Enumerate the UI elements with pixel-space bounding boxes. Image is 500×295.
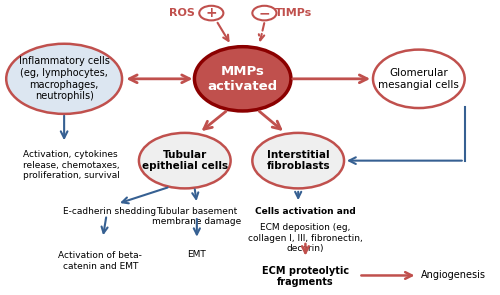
Circle shape: [200, 6, 224, 20]
Text: Angiogenesis: Angiogenesis: [421, 271, 486, 281]
Text: Tubular basement
membrane damage: Tubular basement membrane damage: [152, 207, 242, 227]
Text: Glomerular
mesangial cells: Glomerular mesangial cells: [378, 68, 460, 90]
Text: Cells activation and: Cells activation and: [255, 207, 356, 227]
Ellipse shape: [6, 44, 122, 114]
Ellipse shape: [252, 133, 344, 189]
Text: Inflammatory cells
(eg, lymphocytes,
macrophages,
neutrophils): Inflammatory cells (eg, lymphocytes, mac…: [18, 56, 110, 101]
Text: Activation of beta-
catenin and EMT: Activation of beta- catenin and EMT: [58, 251, 142, 271]
Text: Activation, cytokines
release, chemotaxes,
proliferation, survival: Activation, cytokines release, chemotaxe…: [23, 150, 120, 180]
Text: E-cadherin shedding: E-cadherin shedding: [64, 207, 156, 216]
Text: EMT: EMT: [188, 250, 206, 259]
Text: +: +: [206, 6, 217, 20]
Text: −: −: [258, 6, 270, 20]
Text: Tubular
epithelial cells: Tubular epithelial cells: [142, 150, 228, 171]
Ellipse shape: [194, 47, 291, 111]
Text: TIMPs: TIMPs: [274, 8, 312, 18]
Ellipse shape: [139, 133, 230, 189]
Text: MMPs
activated: MMPs activated: [208, 65, 278, 93]
Text: ROS: ROS: [170, 8, 196, 18]
Ellipse shape: [373, 50, 464, 108]
Circle shape: [252, 6, 276, 20]
Text: ECM deposition (eg,
collagen I, III, fibronectin,
decorin): ECM deposition (eg, collagen I, III, fib…: [248, 223, 363, 253]
Text: ECM proteolytic
fragments: ECM proteolytic fragments: [262, 266, 349, 287]
Text: Interstitial
fibroblasts: Interstitial fibroblasts: [266, 150, 330, 171]
